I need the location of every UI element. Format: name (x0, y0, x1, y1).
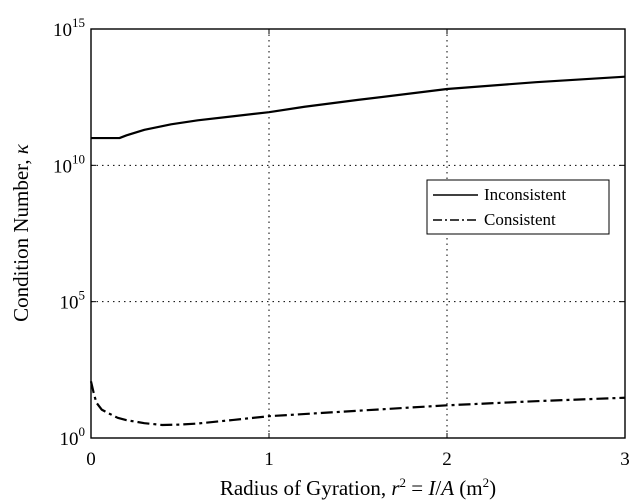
plot-frame (90, 28, 626, 439)
legend: Inconsistent Consistent (426, 179, 610, 235)
x-tick-label: 1 (264, 449, 274, 470)
y-tick-label: 1010 (53, 151, 85, 177)
legend-label-inconsistent: Inconsistent (484, 185, 566, 204)
axis-ticks (90, 28, 626, 439)
legend-box (426, 179, 610, 235)
tick-labels: 0 1 2 3 100 105 1010 1015 (53, 15, 630, 470)
legend-label-consistent: Consistent (484, 210, 556, 229)
series-line-consistent (89, 381, 626, 427)
y-tick-label: 100 (60, 424, 86, 450)
y-axis-label: Condition Number, κ (9, 143, 33, 322)
x-tick-label: 3 (620, 449, 630, 470)
x-tick-label: 2 (442, 449, 452, 470)
series-line-inconsistent (91, 75, 626, 140)
x-tick-label: 0 (86, 449, 96, 470)
y-tick-label: 105 (60, 288, 86, 314)
x-axis-label: Radius of Gyration, r2 = I/A (m2) (220, 475, 496, 500)
series-layer (89, 75, 626, 427)
y-tick-label: 1015 (53, 15, 85, 41)
